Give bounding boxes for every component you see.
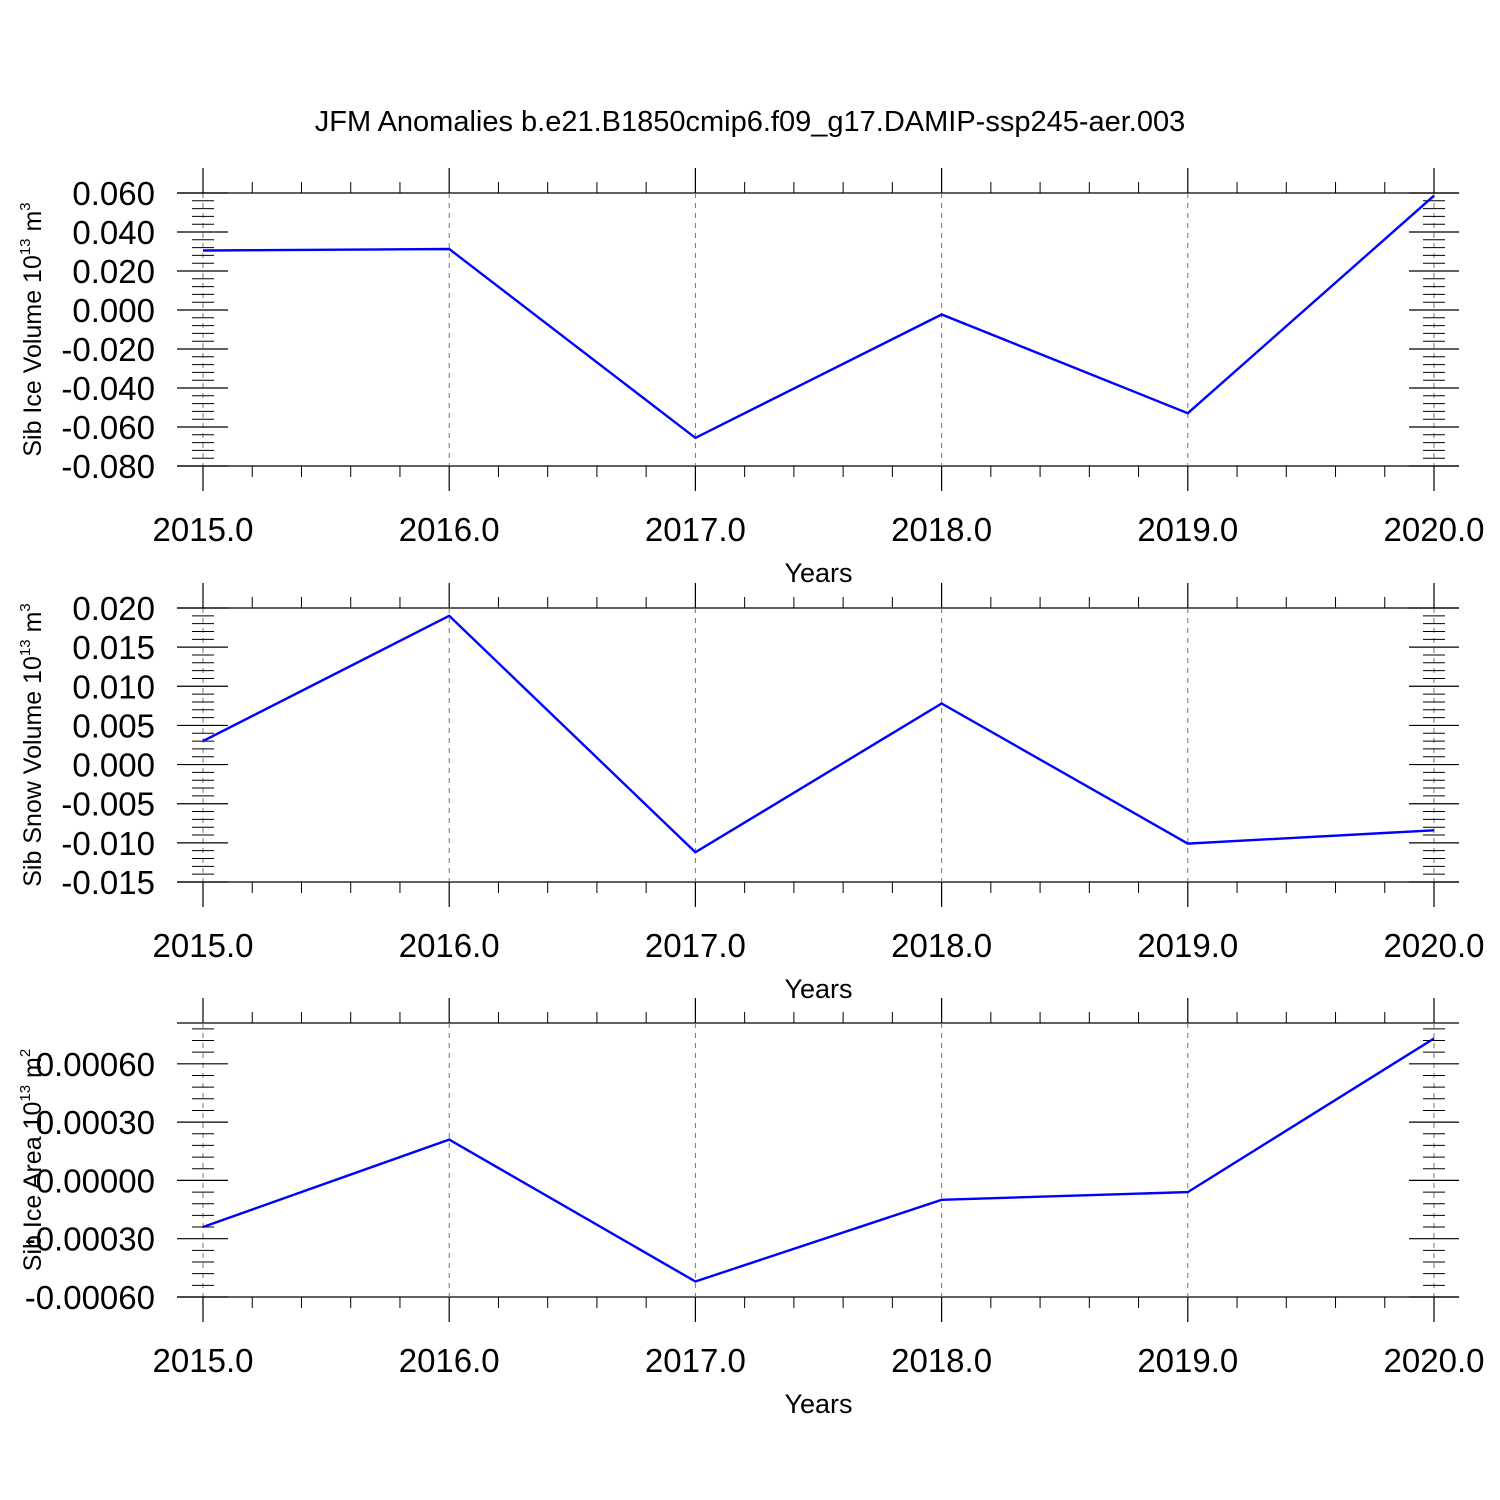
y-axis-label-unit-exponent: 3 bbox=[17, 202, 34, 210]
series-line bbox=[202, 1037, 1435, 1283]
y-axis-label-text: Sib Ice Volume 10 bbox=[19, 255, 47, 457]
y-axis-label: Sib Ice Area 1013 m2 bbox=[17, 1049, 47, 1271]
y-axis-label-exponent: 13 bbox=[17, 1085, 34, 1102]
y-tick-label: 0.040 bbox=[72, 214, 155, 251]
y-tick-label: -0.005 bbox=[61, 786, 155, 823]
x-tick-label: 2017.0 bbox=[645, 511, 746, 548]
x-tick-label: 2015.0 bbox=[153, 511, 254, 548]
y-axis-label: Sib Snow Volume 1013 m3 bbox=[17, 603, 47, 887]
y-axis-label-text: Sib Snow Volume 10 bbox=[19, 656, 47, 887]
x-tick-label: 2015.0 bbox=[153, 1342, 254, 1379]
x-tick-label: 2018.0 bbox=[891, 927, 992, 964]
x-tick-label: 2019.0 bbox=[1137, 1342, 1238, 1379]
x-axis-label: Years bbox=[784, 974, 852, 1004]
chart-panel-1: 2015.0 2016.0 2017.0 2018.0 2019.0 2020.0 0.06… bbox=[17, 168, 1484, 588]
y-tick-label: 0.005 bbox=[72, 707, 155, 744]
y-tick-label: -0.020 bbox=[61, 331, 155, 368]
y-tick-label: 0.015 bbox=[72, 629, 155, 666]
x-tick-label: 2016.0 bbox=[399, 1342, 500, 1379]
y-tick-label: -0.080 bbox=[61, 448, 155, 485]
y-tick-label: 0.00030 bbox=[36, 1104, 155, 1141]
x-tick-label: 2017.0 bbox=[645, 927, 746, 964]
y-tick-label: -0.010 bbox=[61, 825, 155, 862]
series-line bbox=[202, 614, 1435, 854]
x-tick-label: 2018.0 bbox=[891, 511, 992, 548]
y-tick-label: 0.00060 bbox=[36, 1046, 155, 1083]
y-tick-label: -0.040 bbox=[61, 370, 155, 407]
y-tick-label: -0.015 bbox=[61, 864, 155, 901]
x-tick-label: 2020.0 bbox=[1384, 927, 1485, 964]
y-tick-label: 0.060 bbox=[72, 175, 155, 212]
y-axis-label-exponent: 13 bbox=[17, 238, 34, 255]
y-axis-label-unit: m bbox=[19, 1057, 47, 1085]
x-tick-label: 2020.0 bbox=[1384, 1342, 1485, 1379]
y-tick-label: 0.020 bbox=[72, 590, 155, 627]
y-axis-label-unit-exponent: 3 bbox=[17, 603, 34, 611]
x-axis-label: Years bbox=[784, 1389, 852, 1419]
y-tick-label: -0.060 bbox=[61, 409, 155, 446]
figure-title: JFM Anomalies b.e21.B1850cmip6.f09_g17.D… bbox=[315, 106, 1186, 138]
y-axis-label: Sib Ice Volume 1013 m3 bbox=[17, 202, 47, 456]
y-tick-label: 0.000 bbox=[72, 747, 155, 784]
y-tick-label: 0.000 bbox=[72, 292, 155, 329]
x-tick-label: 2017.0 bbox=[645, 1342, 746, 1379]
y-axis-label-exponent: 13 bbox=[17, 639, 34, 656]
x-tick-label: 2019.0 bbox=[1137, 511, 1238, 548]
x-tick-label: 2015.0 bbox=[153, 927, 254, 964]
x-tick-label: 2016.0 bbox=[399, 927, 500, 964]
chart-panel-2: 2015.0 2016.0 2017.0 2018.0 2019.0 2020.0 0.02… bbox=[17, 583, 1484, 1004]
y-tick-label: 0.00000 bbox=[36, 1162, 155, 1199]
x-axis-label: Years bbox=[784, 558, 852, 588]
x-tick-label: 2016.0 bbox=[399, 511, 500, 548]
x-tick-label: 2020.0 bbox=[1384, 511, 1485, 548]
y-axis-label-unit-exponent: 2 bbox=[17, 1049, 34, 1057]
y-tick-label: 0.010 bbox=[72, 668, 155, 705]
panels: 2015.0 2016.0 2017.0 2018.0 2019.0 2020.0 0.06… bbox=[17, 168, 1484, 1419]
x-tick-label: 2018.0 bbox=[891, 1342, 992, 1379]
y-tick-label: -0.00030 bbox=[25, 1221, 155, 1258]
y-tick-label: -0.00060 bbox=[25, 1279, 155, 1316]
series-line bbox=[202, 194, 1435, 440]
y-axis-label-unit: m bbox=[19, 612, 47, 640]
y-axis-label-text: Sib Ice Area 10 bbox=[19, 1102, 47, 1272]
y-tick-label: 0.020 bbox=[72, 253, 155, 290]
chart-panel-3: 2015.0 2016.0 2017.0 2018.0 2019.0 2020.0 0.00… bbox=[17, 998, 1484, 1419]
y-axis-label-unit: m bbox=[19, 211, 47, 239]
x-tick-label: 2019.0 bbox=[1137, 927, 1238, 964]
